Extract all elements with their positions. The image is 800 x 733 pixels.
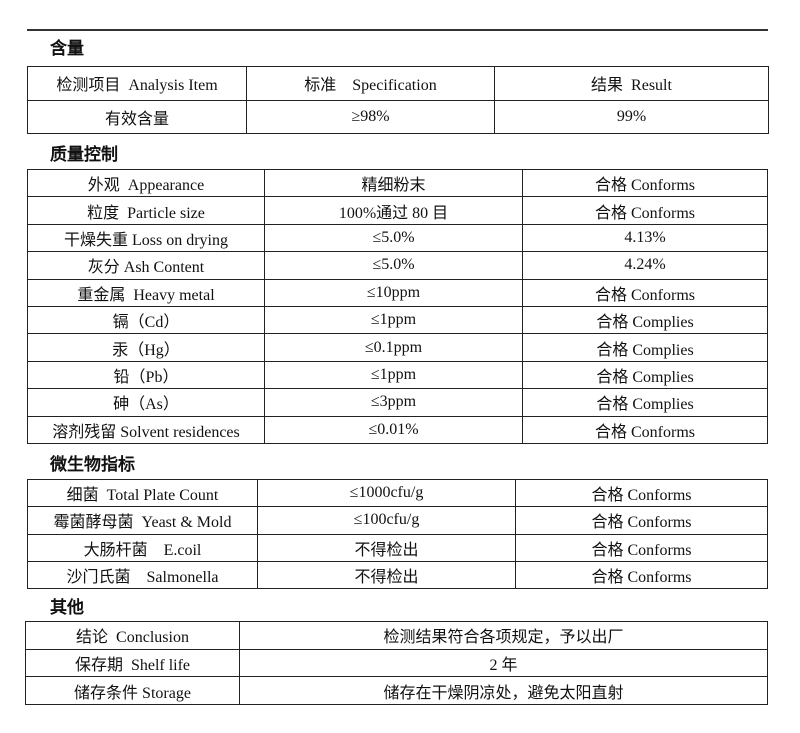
- result-cell: 合格 Conforms: [515, 560, 768, 590]
- item-cell: 砷（As）: [27, 388, 265, 417]
- item-cell: 沙门氏菌 Salmonella: [27, 560, 258, 590]
- spec-cell: ≤3ppm: [264, 388, 523, 417]
- item-cell: 干燥失重 Loss on drying: [27, 223, 265, 253]
- spec-cell: 2 年: [239, 648, 768, 678]
- content-table: 检测项目 Analysis Item 标准 Specification 结果 Res…: [27, 66, 769, 134]
- item-cell: 检测项目 Analysis Item: [27, 66, 247, 101]
- table-row: 保存期 Shelf life 2 年: [25, 648, 768, 678]
- table-header-row: 检测项目 Analysis Item 标准 Specification 结果 Res…: [27, 66, 769, 101]
- item-cell: 粒度 Particle size: [27, 196, 265, 225]
- table-row: 大肠杆菌 E.coil 不得检出 合格 Conforms: [27, 533, 768, 562]
- item-cell: 外观 Appearance: [27, 168, 265, 198]
- spec-cell: 100%通过 80 目: [264, 196, 523, 225]
- other-table: 结论 Conclusion 检测结果符合各项规定，予以出厂 保存期 Shelf li…: [25, 621, 768, 706]
- section-title-quality-control: 质量控制: [50, 145, 118, 165]
- result-cell: 4.24%: [522, 251, 768, 280]
- section-title-other: 其他: [50, 598, 84, 618]
- section-title-content: 含量: [50, 39, 84, 59]
- result-cell: 合格 Complies: [522, 305, 768, 335]
- result-cell: 4.13%: [522, 223, 768, 253]
- table-row: 粒度 Particle size 100%通过 80 目合格 Conforms: [27, 196, 768, 225]
- section-title-microbiology: 微生物指标: [50, 455, 135, 475]
- item-cell: 大肠杆菌 E.coil: [27, 533, 258, 562]
- result-cell: 合格 Conforms: [522, 196, 768, 225]
- table-row: 储存条件 Storage 储存在干燥阴凉处，避免太阳直射: [25, 676, 768, 706]
- table-row: 汞（Hg） ≤0.1ppm 合格 Complies: [27, 333, 768, 362]
- result-cell: 合格 Conforms: [515, 506, 768, 535]
- spec-cell: ≤0.01%: [264, 415, 523, 444]
- item-cell: 储存条件 Storage: [25, 676, 240, 706]
- table-row: 结论 Conclusion 检测结果符合各项规定，予以出厂: [25, 621, 768, 650]
- spec-cell: ≤1000cfu/g: [257, 478, 516, 508]
- result-cell: 合格 Conforms: [522, 278, 768, 307]
- result-cell: 合格 Complies: [522, 388, 768, 417]
- item-cell: 镉（Cd）: [27, 305, 265, 335]
- spec-cell: ≥98%: [246, 99, 495, 134]
- table-row: 沙门氏菌 Salmonella 不得检出 合格 Conforms: [27, 560, 768, 590]
- spec-cell: 不得检出: [257, 560, 516, 590]
- table-row: 有效含量 ≥98% 99%: [27, 99, 769, 134]
- result-cell: 合格 Complies: [522, 360, 768, 390]
- spec-cell: 精细粉末: [264, 168, 523, 198]
- spec-cell: 不得检出: [257, 533, 516, 562]
- spec-cell: ≤1ppm: [264, 360, 523, 390]
- item-cell: 保存期 Shelf life: [25, 648, 240, 678]
- table-row: 灰分 Ash Content ≤5.0% 4.24%: [27, 251, 768, 280]
- item-cell: 灰分 Ash Content: [27, 251, 265, 280]
- result-cell: 99%: [494, 99, 769, 134]
- spec-cell: ≤5.0%: [264, 251, 523, 280]
- spec-cell: ≤0.1ppm: [264, 333, 523, 362]
- result-cell: 合格 Complies: [522, 333, 768, 362]
- table-row: 铅（Pb） ≤1ppm 合格 Complies: [27, 360, 768, 390]
- item-cell: 霉菌酵母菌 Yeast & Mold: [27, 506, 258, 535]
- result-cell: 结果 Result: [494, 66, 769, 101]
- result-cell: 合格 Conforms: [515, 533, 768, 562]
- quality-control-table: 外观 Appearance 精细粉末 合格 Conforms 粒度 Particle …: [27, 168, 768, 444]
- item-cell: 有效含量: [27, 99, 247, 134]
- table-row: 砷（As） ≤3ppm 合格 Complies: [27, 388, 768, 417]
- spec-cell: 标准 Specification: [246, 66, 495, 101]
- item-cell: 铅（Pb）: [27, 360, 265, 390]
- result-cell: 合格 Conforms: [522, 168, 768, 198]
- item-cell: 结论 Conclusion: [25, 621, 240, 650]
- table-row: 重金属 Heavy metal ≤10ppm 合格 Conforms: [27, 278, 768, 307]
- microbiology-table: 细菌 Total Plate Count ≤1000cfu/g 合格 Conform…: [27, 478, 768, 590]
- spec-cell: ≤10ppm: [264, 278, 523, 307]
- spec-cell: 检测结果符合各项规定，予以出厂: [239, 621, 768, 650]
- spec-cell: ≤100cfu/g: [257, 506, 516, 535]
- item-cell: 重金属 Heavy metal: [27, 278, 265, 307]
- item-cell: 细菌 Total Plate Count: [27, 478, 258, 508]
- top-rule: [27, 29, 768, 31]
- table-row: 镉（Cd） ≤1ppm 合格 Complies: [27, 305, 768, 335]
- table-row: 溶剂残留 Solvent residences ≤0.01% 合格 Conforms: [27, 415, 768, 444]
- result-cell: 合格 Conforms: [522, 415, 768, 444]
- item-cell: 溶剂残留 Solvent residences: [27, 415, 265, 444]
- table-row: 霉菌酵母菌 Yeast & Mold ≤100cfu/g 合格 Conforms: [27, 506, 768, 535]
- spec-cell: ≤5.0%: [264, 223, 523, 253]
- item-cell: 汞（Hg）: [27, 333, 265, 362]
- table-row: 外观 Appearance 精细粉末 合格 Conforms: [27, 168, 768, 198]
- table-row: 干燥失重 Loss on drying ≤5.0% 4.13%: [27, 223, 768, 253]
- spec-cell: ≤1ppm: [264, 305, 523, 335]
- table-row: 细菌 Total Plate Count ≤1000cfu/g 合格 Conform…: [27, 478, 768, 508]
- spec-cell: 储存在干燥阴凉处，避免太阳直射: [239, 676, 768, 706]
- result-cell: 合格 Conforms: [515, 478, 768, 508]
